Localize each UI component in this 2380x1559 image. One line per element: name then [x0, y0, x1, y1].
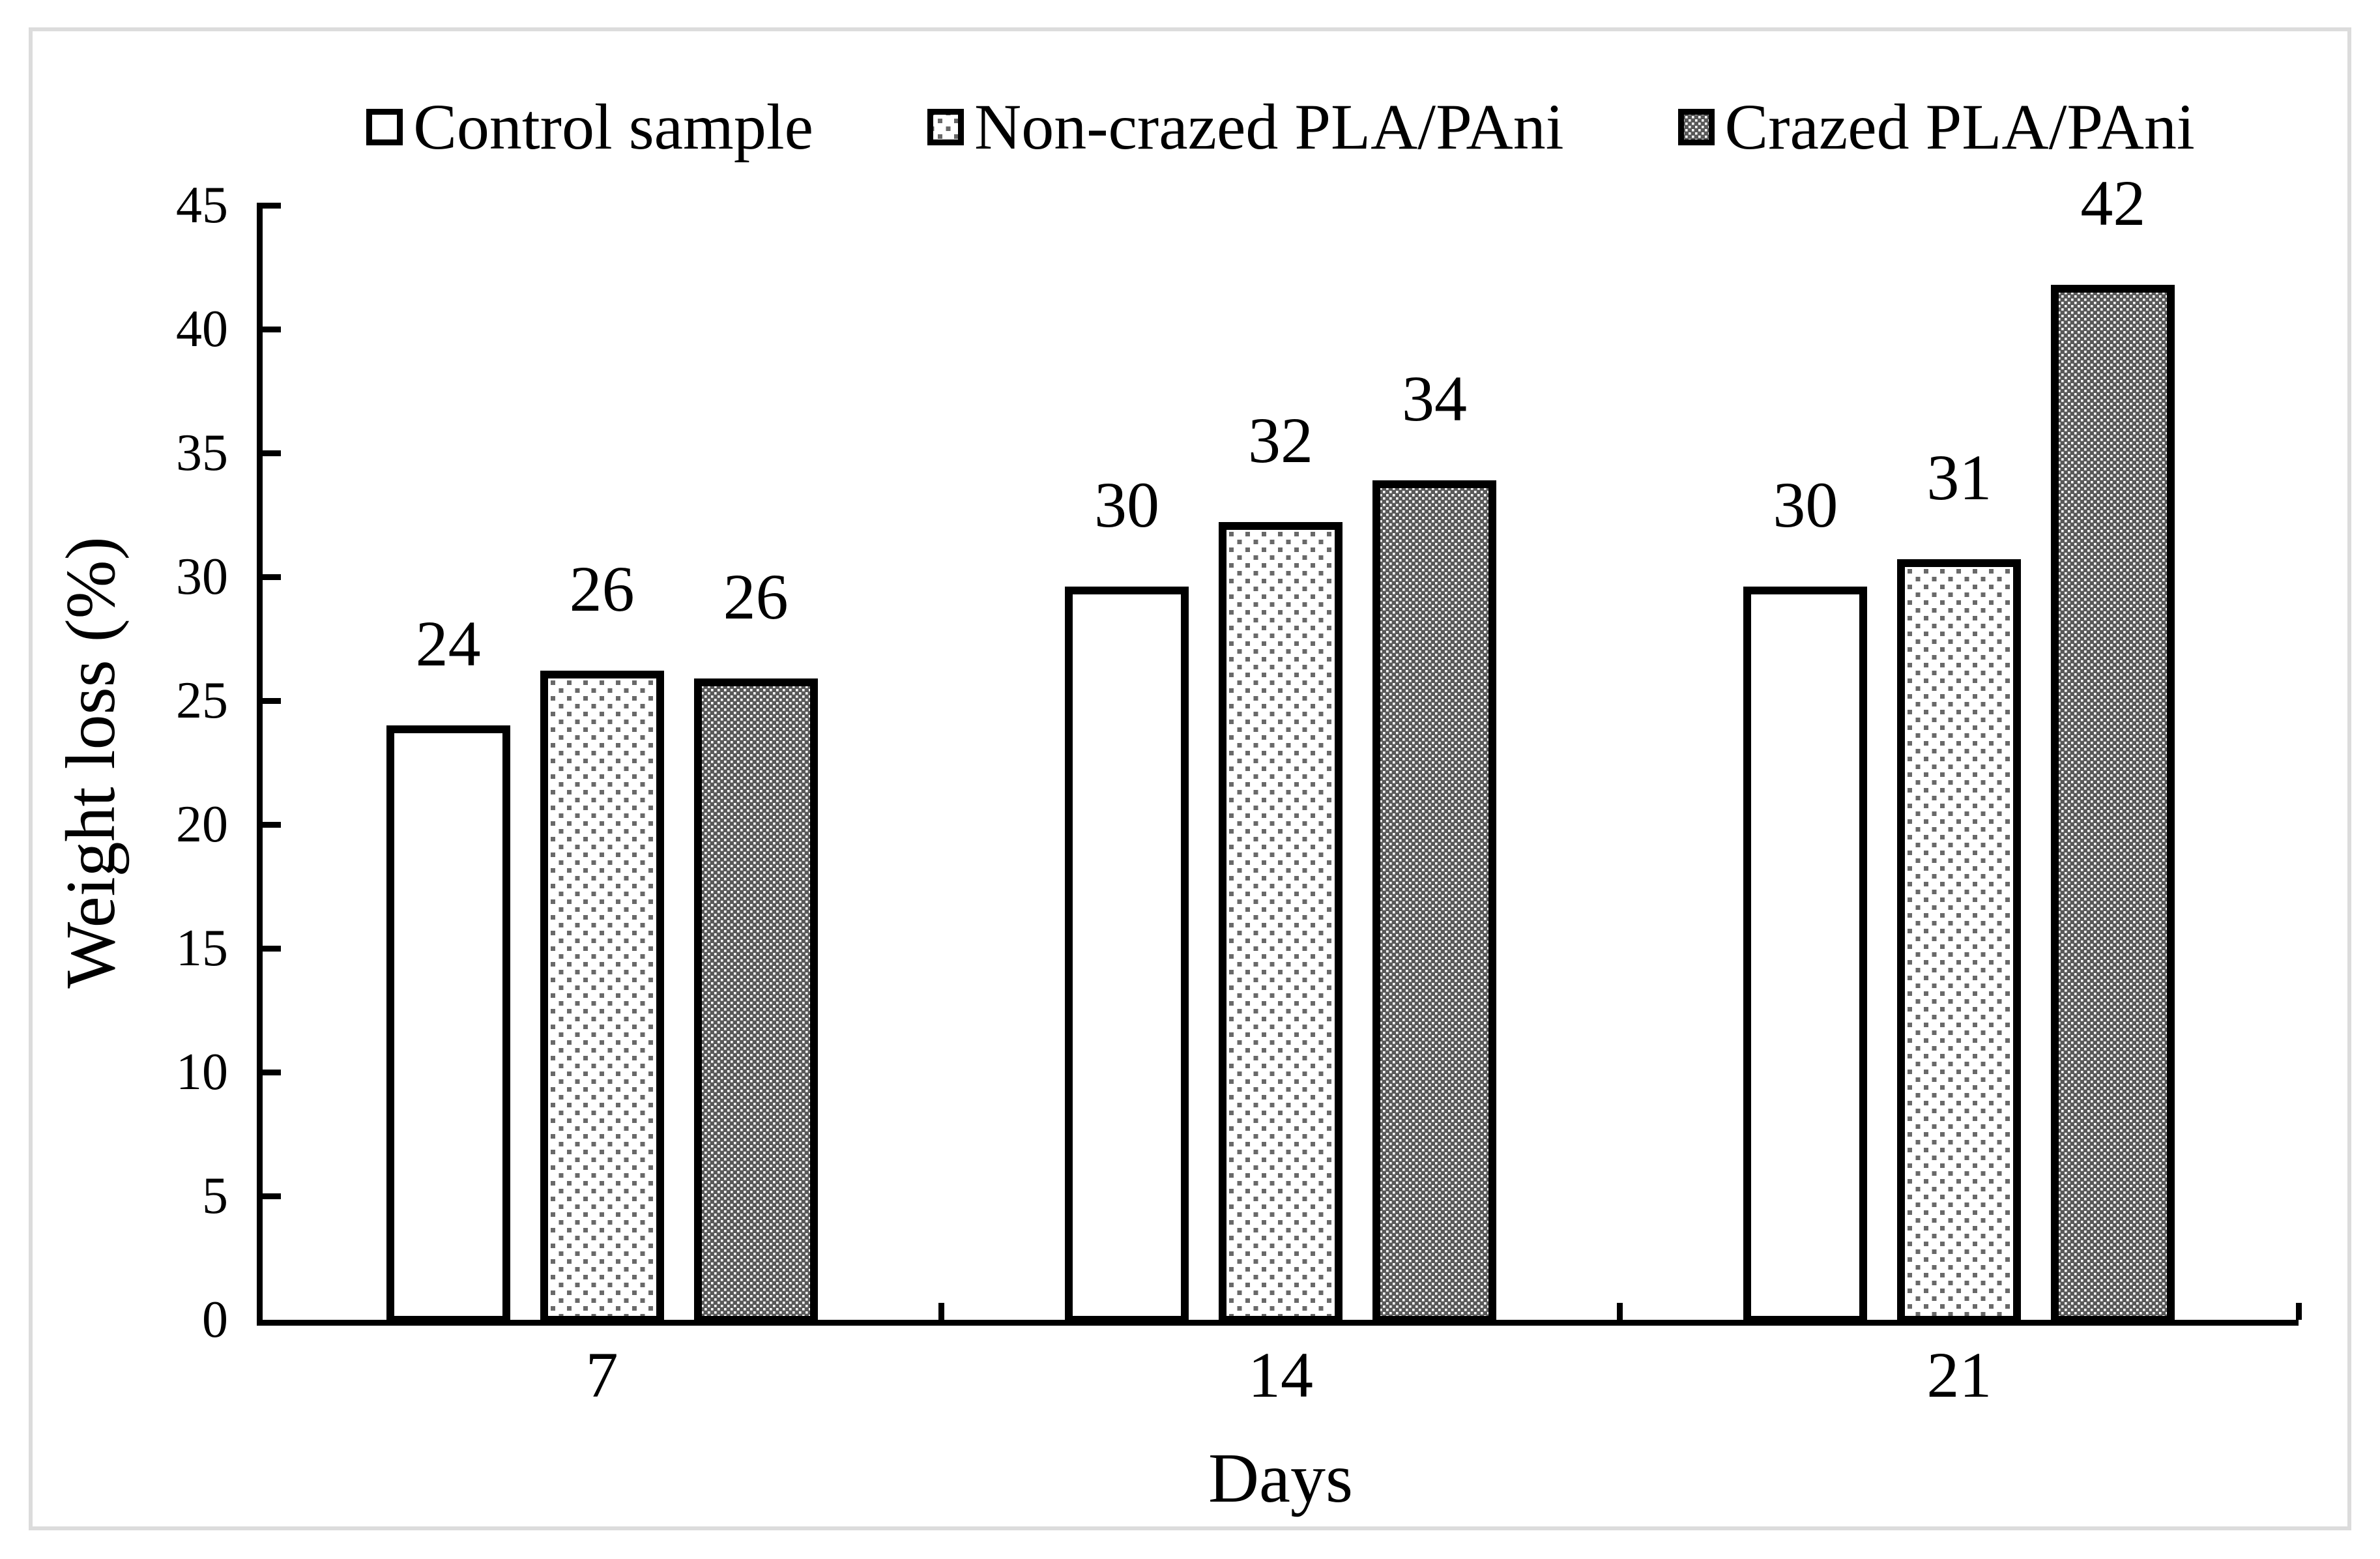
bar-value-label: 31	[1926, 441, 1992, 514]
y-axis-tick	[263, 945, 281, 952]
bar-non-crazed-pla-pani-day-21	[1897, 559, 2022, 1320]
y-axis-tick	[263, 697, 281, 704]
bar-value-label: 26	[723, 561, 789, 633]
y-axis-tick-label: 40	[176, 300, 228, 358]
bar-value-label: 32	[1248, 404, 1313, 476]
y-axis-tick-label: 25	[176, 672, 228, 729]
y-axis-tick-label: 0	[202, 1291, 228, 1348]
x-category-label-21: 21	[1926, 1339, 1992, 1411]
bar-control-sample-day-7	[386, 725, 510, 1320]
y-axis-tick-label: 10	[176, 1043, 228, 1101]
bar-value-label: 24	[415, 607, 481, 680]
y-axis-tick-label: 30	[176, 548, 228, 605]
y-axis-tick-label: 5	[202, 1167, 228, 1225]
y-axis-tick	[263, 574, 281, 580]
x-axis-line	[257, 1320, 2299, 1326]
bar-non-crazed-pla-pani-day-7	[540, 671, 664, 1320]
bar-value-label: 42	[2080, 167, 2146, 239]
legend-label: Non-crazed PLA/PAni	[974, 91, 1564, 163]
bar-control-sample-day-21	[1743, 587, 1868, 1320]
bar-value-label: 34	[1402, 362, 1467, 435]
x-axis-tick	[938, 1303, 944, 1320]
bar-control-sample-day-14	[1065, 587, 1189, 1320]
bar-value-label: 30	[1094, 469, 1159, 541]
legend-item-control-sample: Control sample	[366, 95, 813, 160]
x-category-label-7: 7	[585, 1339, 618, 1411]
legend-swatch-plain-icon	[366, 109, 403, 145]
plot-area: 24 30 30 26 32 31 26 34 42	[257, 171, 2302, 1326]
x-axis-tick	[1617, 1303, 1623, 1320]
x-axis-title: Days	[1208, 1440, 1353, 1517]
y-axis-tick-label: 20	[176, 796, 228, 853]
y-axis-tick	[263, 202, 281, 209]
legend-label: Crazed PLA/PAni	[1724, 91, 2195, 163]
legend-swatch-dots-icon	[927, 109, 965, 145]
y-axis-line	[257, 203, 263, 1326]
bar-crazed-pla-pani-day-14	[1372, 480, 1496, 1320]
legend-swatch-weave-icon	[1677, 109, 1715, 145]
y-axis-tick	[263, 821, 281, 828]
y-axis-title: Weight loss (%)	[52, 536, 130, 989]
bar-crazed-pla-pani-day-7	[693, 678, 818, 1320]
y-axis-tick	[263, 1069, 281, 1075]
x-category-label-14: 14	[1248, 1339, 1313, 1411]
y-axis-tick-label: 15	[176, 920, 228, 977]
legend-item-crazed-pla-pani: Crazed PLA/PAni	[1677, 91, 2195, 163]
y-axis-tick-label: 35	[176, 424, 228, 482]
y-axis-tick-label: 45	[176, 177, 228, 234]
legend: Control sample Non-crazed PLA/PAni Crazed …	[263, 91, 2299, 163]
y-axis-tick	[263, 326, 281, 332]
y-axis-tick	[263, 450, 281, 456]
figure-border	[29, 27, 2351, 1530]
bar-value-label: 26	[569, 553, 635, 625]
legend-label: Control sample	[413, 91, 814, 163]
bar-crazed-pla-pani-day-21	[2051, 285, 2175, 1320]
bar-non-crazed-pla-pani-day-14	[1219, 522, 1342, 1320]
x-axis-tick	[2295, 1303, 2302, 1320]
bar-value-label: 30	[1773, 469, 1838, 541]
y-axis-tick	[263, 1193, 281, 1199]
legend-item-non-crazed-pla-pani: Non-crazed PLA/PAni	[927, 95, 1564, 160]
